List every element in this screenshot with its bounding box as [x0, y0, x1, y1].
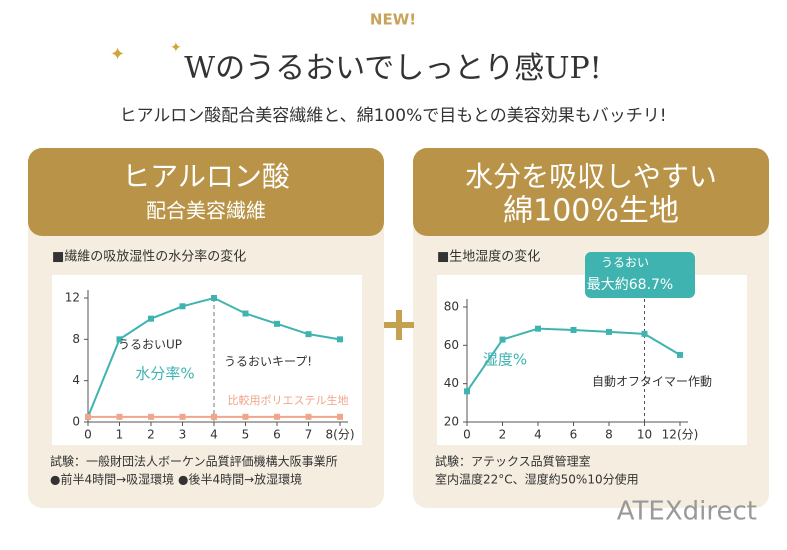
x-tick-label: 2	[499, 428, 507, 442]
callout	[585, 252, 695, 298]
point	[570, 327, 577, 333]
x-tick-label: 8	[605, 428, 613, 442]
point	[499, 336, 506, 343]
panel-title: ヒアルロン酸	[122, 160, 290, 193]
subheadline: ヒアルロン酸配合美容繊維と、綿100%で目もとの美容効果もバッチリ!	[119, 106, 666, 126]
point	[337, 413, 343, 420]
x-tick-label: 12(分)	[662, 428, 699, 442]
x-tick-label: 1	[116, 428, 124, 442]
point	[179, 303, 186, 310]
point	[274, 320, 280, 327]
point	[179, 413, 186, 420]
y-tick-label: 0	[72, 415, 80, 429]
x-tick-label: 6	[273, 428, 281, 442]
sparkle: ✦	[170, 40, 182, 56]
point	[677, 351, 683, 358]
point	[211, 413, 217, 420]
note: 室内温度22°C、湿度約50%10分使用	[435, 472, 639, 487]
point	[148, 315, 154, 322]
x-tick-label: 4	[210, 428, 218, 442]
panel-title: 水分を吸収しやすい	[465, 160, 717, 193]
point	[305, 413, 312, 420]
y-tick-label: 20	[444, 415, 459, 429]
x-tick-label: 6	[570, 428, 578, 442]
point	[337, 336, 343, 343]
point	[535, 325, 541, 332]
chart-title: ■生地湿度の変化	[437, 249, 540, 265]
note: 試験：一般財団法人ボーケン品質評価機構大阪事業所	[50, 454, 338, 469]
point	[305, 331, 312, 338]
y-tick-label: 80	[444, 300, 459, 314]
badge: NEW!	[370, 11, 416, 29]
sparkle: ✦	[110, 44, 125, 65]
annotation: 自動オフタイマー作動	[592, 375, 712, 389]
y-tick-label: 40	[444, 376, 459, 390]
point	[242, 413, 249, 420]
point	[274, 413, 280, 420]
x-tick-label: 4	[534, 428, 542, 442]
x-tick-label: 0	[84, 428, 92, 442]
chart-title: ■繊維の吸放湿性の水分率の変化	[52, 249, 246, 265]
panel-subtitle: 綿100%生地	[503, 194, 679, 229]
point	[211, 295, 217, 301]
legend-label: 湿度%	[483, 351, 527, 369]
point	[641, 330, 648, 337]
plus	[396, 310, 402, 340]
point	[116, 413, 123, 420]
y-tick-label: 60	[444, 338, 459, 352]
annotation: 最大約68.7%	[587, 277, 673, 293]
legend-label: 比較用ポリエステル生地	[228, 393, 349, 407]
note: ●前半4時間→吸湿環境 ●後半4時間→放湿環境	[50, 472, 302, 487]
x-tick-label: 0	[463, 428, 471, 442]
y-tick-label: 12	[65, 291, 80, 305]
legend-label: 水分率%	[135, 365, 194, 383]
point	[116, 336, 123, 343]
note: 試験：アテックス品質管理室	[435, 454, 591, 469]
point	[242, 310, 249, 317]
point	[606, 328, 612, 335]
y-tick-label: 8	[72, 332, 80, 346]
x-tick-label: 10	[637, 428, 652, 442]
x-tick-label: 2	[147, 428, 155, 442]
panel-header	[28, 148, 384, 236]
brand: ATEXdirect	[617, 497, 757, 527]
headline: Wのうるおいでしっとり感UP!	[184, 51, 601, 86]
annotation: うるおいUP	[118, 338, 182, 352]
point	[148, 413, 154, 420]
point	[464, 388, 470, 395]
x-tick-label: 7	[305, 428, 313, 442]
x-tick-label: 8(分)	[326, 428, 355, 442]
panel-subtitle: 配合美容繊維	[146, 199, 266, 223]
annotation: うるおいキープ!	[224, 355, 312, 369]
y-tick-label: 4	[72, 373, 80, 387]
annotation: うるおい	[601, 256, 649, 270]
x-tick-label: 3	[179, 428, 187, 442]
panel-header	[413, 148, 769, 236]
point	[85, 413, 91, 420]
x-tick-label: 5	[242, 428, 250, 442]
